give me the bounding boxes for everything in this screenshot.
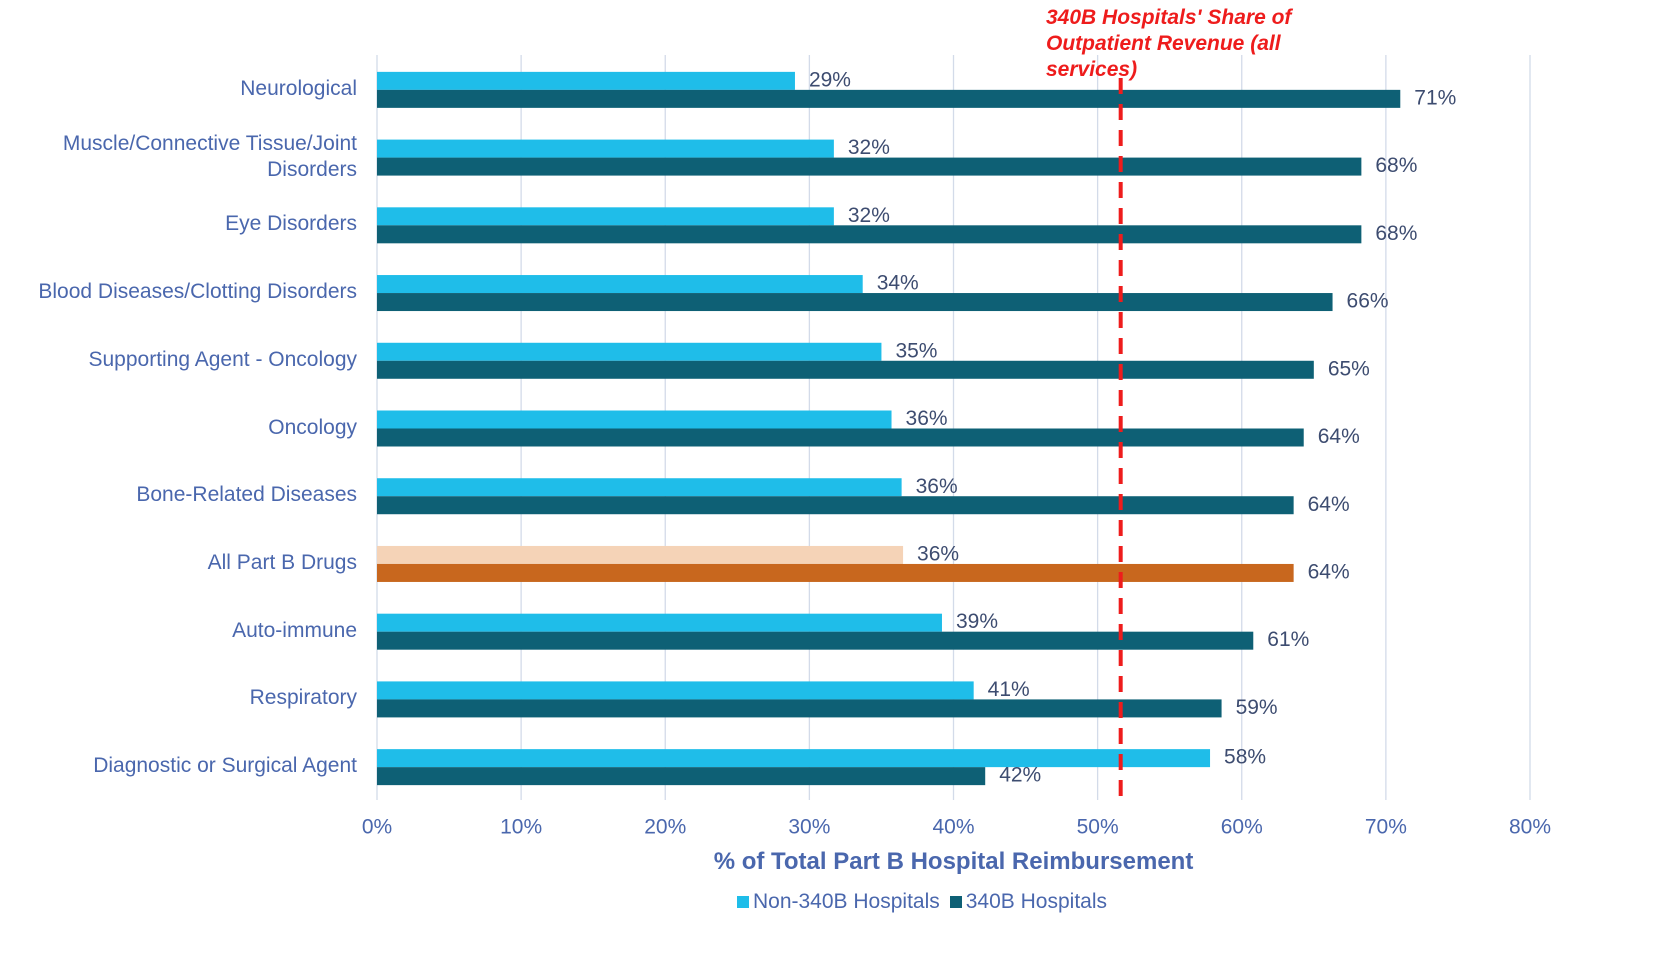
legend-label: Non-340B Hospitals — [752, 890, 940, 913]
legend-swatch — [949, 896, 962, 908]
x-tick-label: 30% — [788, 816, 830, 839]
bar — [377, 157, 1362, 176]
data-label: 34% — [877, 272, 919, 295]
data-label: 36% — [917, 543, 959, 566]
x-tick-label: 70% — [1365, 816, 1407, 839]
annotation-line: 340B Hospitals' Share of — [1046, 6, 1292, 29]
annotation: 340B Hospitals' Share of Outpatient Reven… — [1046, 5, 1291, 83]
data-label: 36% — [906, 407, 948, 430]
bar — [377, 275, 863, 294]
bar — [377, 342, 882, 361]
data-label: 32% — [848, 136, 890, 159]
bar — [377, 699, 1222, 718]
x-tick-label: 50% — [1077, 816, 1119, 839]
legend-label: 340B Hospitals — [965, 890, 1107, 913]
bar — [377, 631, 1254, 650]
data-label: 32% — [848, 204, 890, 227]
data-label: 66% — [1347, 290, 1389, 313]
y-tick-label: Auto-immune — [232, 618, 357, 642]
data-label: 58% — [1224, 746, 1266, 769]
bar — [377, 360, 1314, 379]
x-tick-label: 40% — [932, 816, 974, 839]
data-label: 42% — [999, 764, 1041, 787]
y-tick-label: Supporting Agent - Oncology — [88, 347, 357, 371]
data-label: 64% — [1318, 425, 1360, 448]
data-label: 39% — [956, 610, 998, 633]
bar — [377, 89, 1401, 108]
annotation-line: services) — [1046, 58, 1138, 81]
bar — [377, 207, 834, 226]
x-tick-label: 10% — [500, 816, 542, 839]
bar — [377, 767, 986, 786]
data-label: 64% — [1308, 493, 1350, 516]
bar — [377, 545, 904, 564]
bar — [377, 749, 1211, 768]
x-tick-label: 60% — [1221, 816, 1263, 839]
bar — [377, 293, 1333, 312]
data-label: 61% — [1267, 628, 1309, 651]
y-tick-label: All Part B Drugs — [207, 550, 357, 574]
data-label: 41% — [988, 678, 1030, 701]
data-label: 68% — [1375, 222, 1417, 245]
y-tick-label: Neurological — [240, 76, 357, 100]
bar — [377, 613, 942, 632]
bar — [377, 71, 795, 90]
bar — [377, 225, 1362, 244]
bar — [377, 478, 902, 497]
bar — [377, 496, 1294, 515]
data-label: 29% — [809, 68, 851, 91]
y-tick-label: Respiratory — [249, 686, 357, 710]
legend-item: 340B Hospitals — [949, 890, 1107, 914]
data-label: 71% — [1414, 86, 1456, 109]
legend-swatch — [736, 896, 749, 908]
data-label: 68% — [1375, 154, 1417, 177]
y-tick-label: Bone-Related Diseases — [136, 483, 357, 507]
bar — [377, 410, 892, 429]
legend-item: Non-340B Hospitals — [736, 890, 940, 914]
y-tick-label: Muscle/Connective Tissue/Joint Disorders — [62, 131, 357, 181]
y-tick-label: Diagnostic or Surgical Agent — [93, 754, 357, 778]
bar — [377, 428, 1304, 447]
bar — [377, 563, 1294, 582]
x-tick-label: 20% — [644, 816, 686, 839]
y-tick-label: Blood Diseases/Clotting Disorders — [38, 280, 357, 304]
bar — [377, 681, 974, 700]
y-tick-label: Oncology — [268, 415, 357, 439]
y-tick-label: Eye Disorders — [225, 212, 357, 236]
data-label: 64% — [1308, 561, 1350, 584]
annotation-line: Outpatient Revenue (all — [1046, 32, 1281, 55]
x-tick-label: 80% — [1509, 816, 1551, 839]
data-label: 35% — [895, 339, 937, 362]
data-label: 36% — [916, 475, 958, 498]
x-tick-label: 0% — [362, 816, 392, 839]
data-label: 65% — [1328, 357, 1370, 380]
legend: Non-340B Hospitals 340B Hospitals — [622, 890, 1222, 914]
x-axis-title: % of Total Part B Hospital Reimbursement — [713, 848, 1194, 875]
bar — [377, 139, 834, 158]
data-label: 59% — [1236, 696, 1278, 719]
